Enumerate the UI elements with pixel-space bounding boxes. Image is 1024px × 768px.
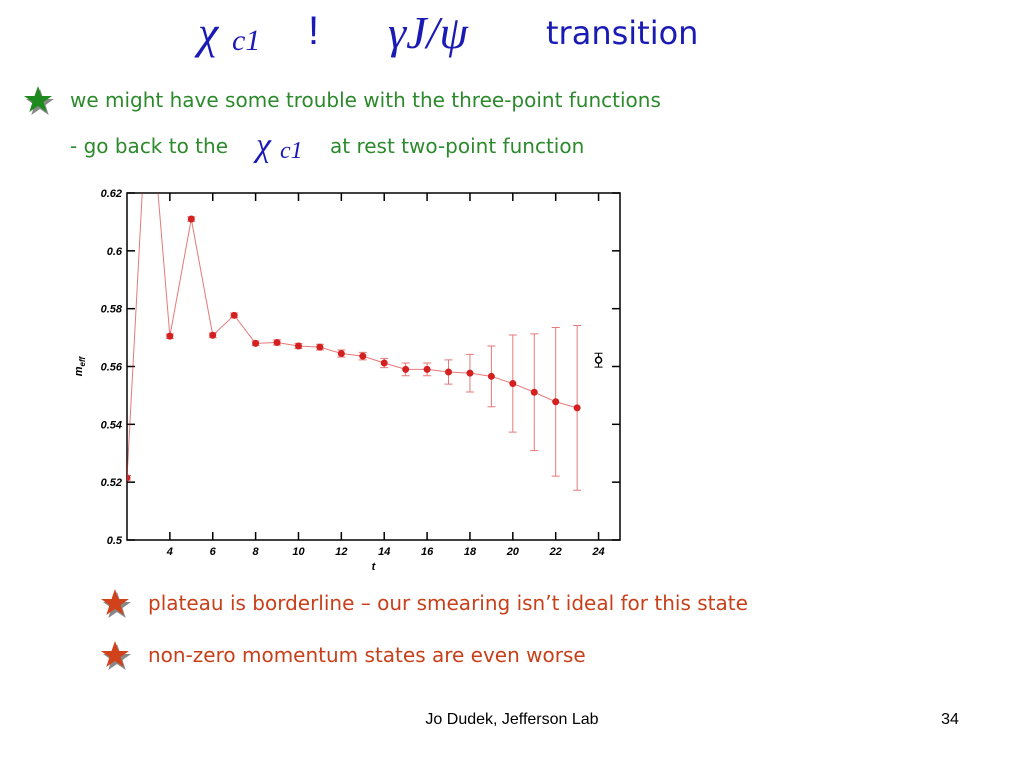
x-tick-label: 10 xyxy=(292,546,305,558)
title-arrow: ! xyxy=(308,9,319,53)
data-point xyxy=(552,398,560,406)
data-point xyxy=(487,372,495,380)
x-tick-label: 12 xyxy=(335,546,347,558)
data-point xyxy=(145,74,151,80)
y-axis-label-main: m xyxy=(73,366,85,376)
x-tick-label: 18 xyxy=(464,546,477,558)
title-chi: χ xyxy=(194,7,220,58)
data-point xyxy=(402,365,410,373)
x-tick-label: 16 xyxy=(421,546,434,558)
plot-frame xyxy=(126,192,621,541)
y-axis-label-sub: eff xyxy=(78,355,87,366)
data-point xyxy=(573,404,581,412)
x-tick-label: 6 xyxy=(210,546,217,558)
error-bar xyxy=(127,475,131,481)
bullet-suffix: at rest two-point function xyxy=(330,134,584,158)
data-point xyxy=(337,349,345,357)
note-star-group xyxy=(101,589,131,618)
data-point xyxy=(209,331,217,339)
title-final: γJ/ψ xyxy=(388,7,469,58)
data-point xyxy=(273,338,281,346)
y-tick-label: 0.6 xyxy=(107,246,123,258)
series-line xyxy=(127,193,578,478)
y-tick-label: 0.56 xyxy=(101,362,123,374)
bullet-prefix: - go back to the xyxy=(70,134,228,158)
data-point xyxy=(316,343,324,351)
error-bar xyxy=(144,72,152,84)
x-axis-label: t xyxy=(372,561,377,573)
y-axis-label: meff xyxy=(73,355,87,376)
data-point xyxy=(359,352,367,360)
data-point xyxy=(594,356,603,364)
note-star-group xyxy=(101,641,131,670)
data-point xyxy=(187,215,195,223)
note-star xyxy=(101,641,129,667)
y-tick-label: 0.5 xyxy=(107,535,123,547)
y-tick-label: 0.62 xyxy=(101,188,122,200)
x-tick-label: 22 xyxy=(549,546,562,558)
title-chi-sub: c1 xyxy=(232,24,260,57)
footer-author: Jo Dudek, Jefferson Lab xyxy=(425,711,598,728)
data-point xyxy=(127,474,131,482)
note-star xyxy=(101,589,129,615)
data-point xyxy=(230,311,238,319)
data-point xyxy=(445,368,453,376)
data-point xyxy=(466,369,474,377)
note-text: non-zero momentum states are even worse xyxy=(148,643,586,667)
bullet-chi-sub: c1 xyxy=(280,138,303,164)
data-point xyxy=(294,342,302,350)
y-tick-label: 0.54 xyxy=(101,419,122,431)
bullet-text: we might have some trouble with the thre… xyxy=(70,88,661,112)
note-text: plateau is borderline – our smearing isn… xyxy=(148,591,748,615)
data-point xyxy=(530,388,538,396)
data-point xyxy=(166,332,174,340)
bullet-star xyxy=(24,86,52,112)
bullet-chi: χ xyxy=(253,127,272,164)
x-tick-label: 20 xyxy=(506,546,520,558)
data-point xyxy=(423,365,431,373)
title-text: transition xyxy=(546,14,698,52)
x-tick-label: 8 xyxy=(253,546,260,558)
plot-data xyxy=(127,72,603,491)
data-point xyxy=(380,359,388,367)
chart: 0.5 0.52 0.54 0.56 0.58 0.6 0.62 4 6 8 10 12 14 16 18 2… xyxy=(73,72,621,573)
x-tick-label: 4 xyxy=(166,546,173,558)
data-point xyxy=(509,380,517,388)
footer-page: 34 xyxy=(941,711,959,728)
y-tick-label: 0.58 xyxy=(101,304,123,316)
data-point xyxy=(252,339,260,347)
x-tick-label: 14 xyxy=(378,546,390,558)
y-tick-label: 0.52 xyxy=(101,477,122,489)
x-tick-label: 24 xyxy=(591,546,604,558)
